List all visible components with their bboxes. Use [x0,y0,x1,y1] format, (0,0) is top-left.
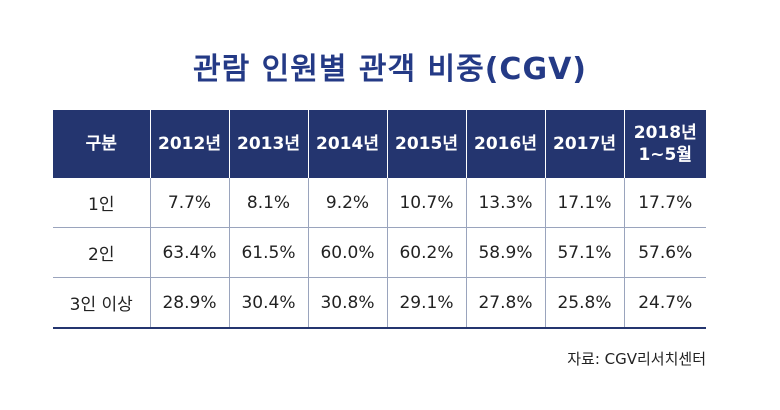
source-note: 자료: CGV리서치센터 [567,350,706,368]
header-2013: 2013년 [228,110,308,178]
header-2016: 2016년 [465,110,545,178]
table-cell: 60.2% [386,227,466,278]
row-label: 3인 이상 [53,277,150,329]
table-cell: 24.7% [623,277,706,329]
table-cell: 30.8% [307,277,387,329]
table-cell: 29.1% [386,277,466,329]
table-cell: 30.4% [228,277,308,329]
table-cell: 27.8% [465,277,545,329]
header-2015: 2015년 [386,110,466,178]
table-cell: 10.7% [386,178,466,228]
header-2017: 2017년 [544,110,624,178]
table-cell: 28.9% [149,277,229,329]
table-cell: 13.3% [465,178,545,228]
table-cell: 57.6% [623,227,706,278]
data-table: 구분 2012년 2013년 2014년 2015년 2016년 2017년 2… [53,110,706,329]
table-cell: 57.1% [544,227,624,278]
table-cell: 25.8% [544,277,624,329]
row-label: 1인 [53,178,150,228]
table-cell: 60.0% [307,227,387,278]
header-2018-jan-may: 2018년 1~5월 [623,110,706,178]
page-title: 관람 인원별 관객 비중(CGV) [192,52,587,87]
header-2012: 2012년 [149,110,229,178]
row-label: 2인 [53,227,150,278]
table-cell: 17.7% [623,178,706,228]
table-row: 1인 7.7% 8.1% 9.2% 10.7% 13.3% 17.1% 17.7… [53,178,706,228]
table-cell: 63.4% [149,227,229,278]
header-category: 구분 [53,110,150,178]
table-cell: 58.9% [465,227,545,278]
table-row: 2인 63.4% 61.5% 60.0% 60.2% 58.9% 57.1% 5… [53,227,706,278]
table-cell: 17.1% [544,178,624,228]
table-cell: 8.1% [228,178,308,228]
table-cell: 9.2% [307,178,387,228]
header-2014: 2014년 [307,110,387,178]
table-cell: 7.7% [149,178,229,228]
table-cell: 61.5% [228,227,308,278]
table-row: 3인 이상 28.9% 30.4% 30.8% 29.1% 27.8% 25.8… [53,277,706,329]
table-header-row: 구분 2012년 2013년 2014년 2015년 2016년 2017년 2… [53,110,706,178]
